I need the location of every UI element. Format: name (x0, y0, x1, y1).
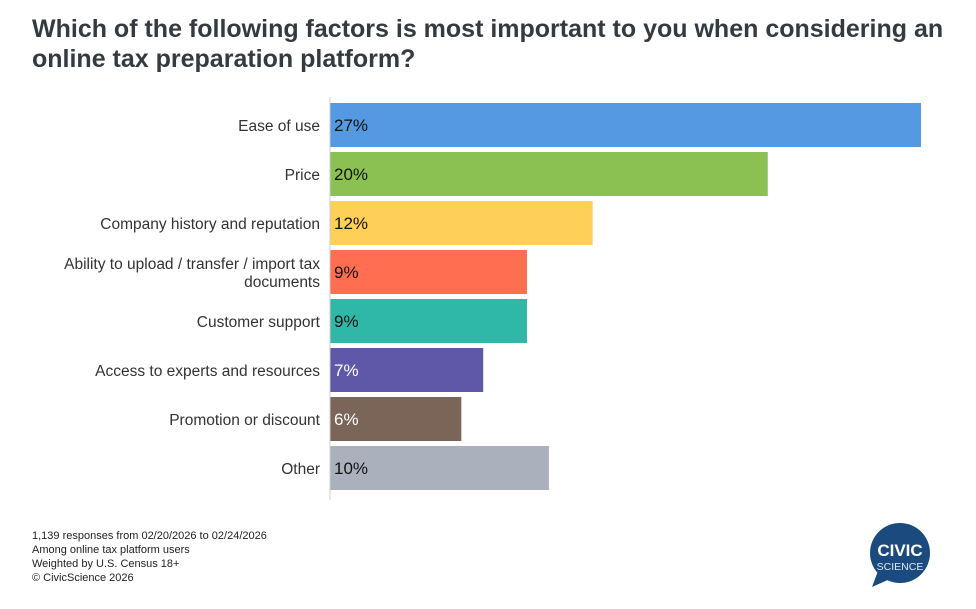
svg-text:CIVIC: CIVIC (877, 541, 922, 560)
bar (330, 299, 527, 343)
category-label: Promotion or discount (169, 412, 320, 429)
category-label: Customer support (197, 314, 321, 331)
category-label: Price (285, 167, 320, 184)
value-label: 7% (334, 361, 359, 380)
category-label: Other (281, 461, 320, 478)
category-label: Access to experts and resources (95, 363, 320, 380)
bar (330, 250, 527, 294)
value-label: 6% (334, 410, 359, 429)
bar (330, 201, 593, 245)
civicscience-logo: CIVIC SCIENCE (870, 523, 930, 587)
chart-title: Which of the following factors is most i… (32, 15, 944, 73)
footer-weighting: Weighted by U.S. Census 18+ (32, 558, 180, 570)
value-label: 9% (334, 312, 359, 331)
value-label: 12% (334, 214, 368, 233)
category-label: Company history and reputation (100, 216, 320, 233)
value-label: 10% (334, 459, 368, 478)
footer-audience: Among online tax platform users (32, 544, 190, 556)
bar (330, 446, 549, 490)
footer-notes: 1,139 responses from 02/20/2026 to 02/24… (32, 529, 267, 585)
bar (330, 152, 768, 196)
bar (330, 103, 921, 147)
bar (330, 397, 462, 441)
footer-responses: 1,139 responses from 02/20/2026 to 02/24… (32, 530, 267, 542)
value-label: 20% (334, 165, 368, 184)
value-label: 9% (334, 263, 359, 282)
bar (330, 348, 484, 392)
category-label: Ability to upload / transfer / import ta… (64, 256, 320, 291)
category-label: Ease of use (238, 118, 320, 135)
footer-copyright: © CivicScience 2026 (32, 572, 134, 584)
value-label: 27% (334, 116, 368, 135)
svg-text:SCIENCE: SCIENCE (877, 561, 924, 573)
